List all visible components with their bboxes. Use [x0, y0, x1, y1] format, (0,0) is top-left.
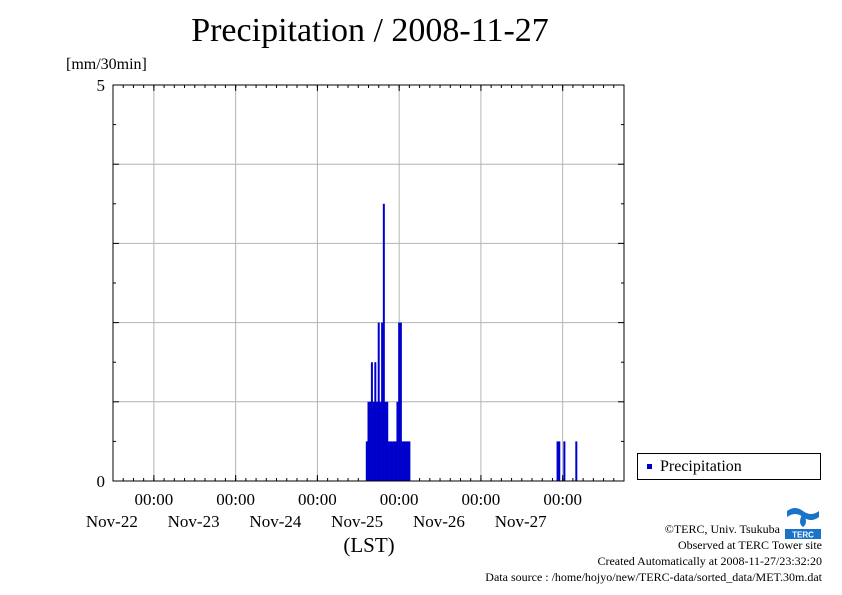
precipitation-bar [389, 441, 392, 481]
precipitation-bar [391, 441, 394, 481]
x-tick-label-date: Nov-25 [331, 512, 383, 531]
y-tick-label: 5 [97, 76, 106, 95]
legend-swatch [647, 464, 652, 469]
x-tick-label-date: Nov-26 [413, 512, 465, 531]
precipitation-bar [376, 401, 379, 481]
credits-block: ©TERC, Univ. Tsukuba Observed at TERC To… [485, 521, 822, 585]
precipitation-bar [381, 322, 384, 481]
copyright-text: ©TERC, Univ. Tsukuba [664, 522, 780, 536]
precipitation-bar [367, 401, 370, 481]
x-tick-label-time: 00:00 [543, 490, 582, 509]
x-axis-label: (LST) [343, 533, 394, 557]
x-tick-label-time: 00:00 [298, 490, 337, 509]
precipitation-bar [386, 401, 389, 481]
precipitation-bar [406, 441, 409, 481]
x-tick-label-date: Nov-27 [495, 512, 547, 531]
precipitation-bar [374, 362, 377, 481]
legend-label: Precipitation [660, 458, 742, 475]
x-tick-label-time: 00:00 [462, 490, 501, 509]
data-source-text: Data source : /home/hojyo/new/TERC-data/… [485, 570, 822, 584]
precipitation-bar [401, 441, 404, 481]
precipitation-bar [382, 203, 385, 482]
precipitation-bar [394, 441, 397, 481]
x-tick-label-date: Nov-24 [249, 512, 301, 531]
precipitation-bar [387, 441, 390, 481]
x-tick-label-date: Nov-23 [168, 512, 220, 531]
precipitation-bar [396, 401, 399, 481]
precipitation-bar [403, 441, 406, 481]
precipitation-bar [558, 441, 561, 481]
legend: Precipitation [637, 453, 821, 480]
observed-text: Observed at TERC Tower site [677, 538, 822, 552]
x-tick-label-time: 00:00 [216, 490, 255, 509]
x-tick-label-time: 00:00 [380, 490, 419, 509]
precipitation-bar [408, 441, 411, 481]
svg-text:TERC: TERC [792, 531, 814, 540]
x-tick-label-date: Nov-22 [86, 512, 138, 531]
precipitation-bar [563, 441, 566, 481]
precipitation-bar [379, 401, 382, 481]
precipitation-bar [370, 362, 373, 481]
precipitation-bar [377, 322, 380, 481]
precipitation-bar [556, 441, 559, 481]
precipitation-bar [393, 441, 396, 481]
precipitation-bar [372, 401, 375, 481]
precipitation-bar [404, 441, 407, 481]
precipitation-bar [384, 401, 387, 481]
terc-logo: TERC [783, 503, 823, 540]
precipitation-bar [365, 441, 368, 481]
y-tick-label: 0 [97, 472, 106, 491]
precipitation-bar [369, 401, 372, 481]
plot-frame [112, 84, 625, 482]
created-text: Created Automatically at 2008-11-27/23:3… [597, 554, 822, 568]
chart-title: Precipitation / 2008-11-27 [191, 12, 549, 49]
y-axis-unit-label: [mm/30min] [66, 56, 147, 73]
precipitation-bar [399, 322, 402, 481]
precipitation-bar [398, 322, 401, 481]
x-tick-label-time: 00:00 [135, 490, 174, 509]
precipitation-bar [575, 441, 578, 481]
